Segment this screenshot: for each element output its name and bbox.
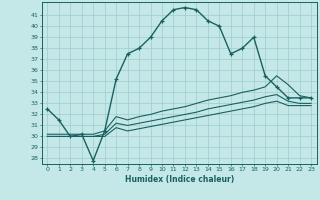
X-axis label: Humidex (Indice chaleur): Humidex (Indice chaleur) <box>124 175 234 184</box>
